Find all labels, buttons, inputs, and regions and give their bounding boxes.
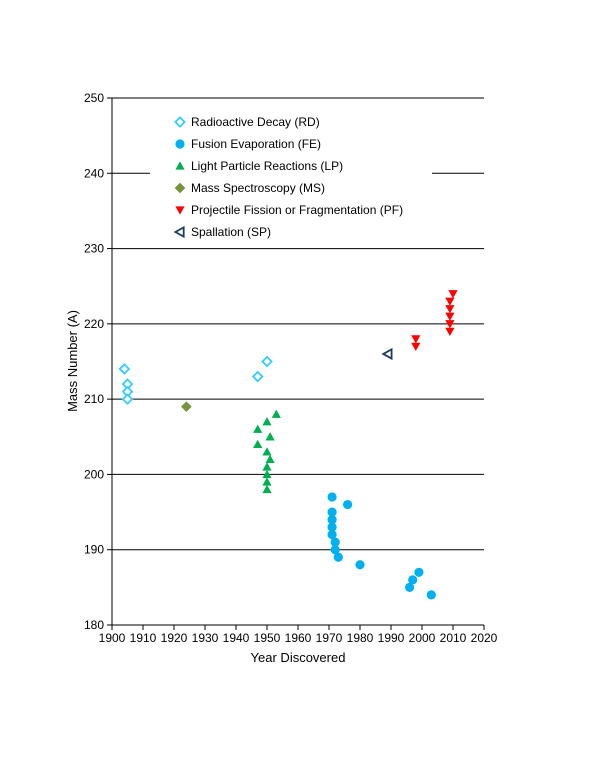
x-tick-label: 1970: [316, 631, 343, 645]
x-tick-label: 1960: [285, 631, 312, 645]
legend-label: Projectile Fission or Fragmentation (PF): [191, 203, 403, 217]
data-point-series-1: [327, 507, 337, 517]
data-point-series-2: [262, 462, 272, 471]
data-point-series-2: [271, 409, 281, 418]
tick-labels: 180 190 200 210 220 230 240 250 1900 1910 1920 1930…: [84, 91, 498, 645]
data-point-series-1: [426, 590, 436, 600]
axes: [107, 97, 485, 630]
x-tick-label: 1990: [378, 631, 405, 645]
data-point-series-0: [261, 355, 273, 368]
data-point-series-1: [330, 537, 340, 547]
data-point-series-1: [408, 575, 418, 585]
x-tick-label: 1950: [254, 631, 281, 645]
data-points: [118, 290, 458, 600]
data-point-series-2: [262, 469, 272, 479]
legend-label: Light Particle Reactions (LP): [191, 159, 343, 173]
data-point-series-1: [327, 530, 337, 540]
legend-label: Fusion Evaporation (FE): [191, 137, 321, 151]
y-tick-label: 200: [84, 467, 104, 481]
y-tick-label: 180: [84, 618, 104, 632]
y-axis-label: Mass Number (A): [65, 310, 80, 412]
data-point-series-1: [327, 515, 337, 525]
data-point-series-2: [262, 447, 272, 456]
data-point-series-1: [333, 552, 343, 562]
data-point-series-1: [327, 492, 337, 502]
x-axis-label: Year Discovered: [251, 650, 346, 665]
data-point-series-2: [265, 432, 275, 441]
data-point-series-4: [448, 290, 458, 299]
x-tick-label: 1920: [161, 631, 188, 645]
data-point-series-4: [445, 320, 455, 329]
legend-label: Radioactive Decay (RD): [191, 115, 320, 129]
y-tick-label: 230: [84, 242, 104, 256]
legend-marker-1: [175, 139, 185, 149]
data-point-series-2: [253, 424, 263, 433]
data-point-series-2: [262, 477, 272, 486]
data-point-series-3: [181, 401, 192, 412]
legend-label: Spallation (SP): [191, 225, 271, 239]
legend-marker-2: [175, 161, 185, 170]
data-point-series-4: [411, 335, 421, 344]
data-point-series-2: [253, 439, 263, 448]
data-point-series-1: [355, 560, 365, 570]
y-tick-label: 240: [84, 166, 104, 180]
data-point-series-2: [265, 454, 275, 464]
data-point-series-4: [445, 305, 455, 314]
x-tick-label: 1940: [223, 631, 250, 645]
x-tick-label: 2010: [440, 631, 467, 645]
data-point-series-1: [414, 567, 424, 577]
x-tick-label: 1910: [130, 631, 157, 645]
data-point-series-5: [381, 347, 393, 361]
legend-label: Mass Spectroscopy (MS): [191, 181, 325, 195]
x-tick-label: 1980: [347, 631, 374, 645]
legend-box: [150, 110, 432, 244]
y-tick-label: 220: [84, 317, 104, 331]
data-point-series-4: [445, 297, 455, 306]
legend: Radioactive Decay (RD) Fusion Evaporation…: [150, 110, 432, 244]
data-point-series-2: [262, 484, 272, 494]
x-tick-label: 1930: [192, 631, 219, 645]
data-point-series-0: [118, 363, 131, 375]
x-tick-label: 1900: [99, 631, 126, 645]
data-point-series-1: [327, 522, 337, 532]
y-tick-label: 190: [84, 543, 104, 557]
legend-marker-5: [173, 225, 185, 239]
data-point-series-0: [121, 393, 134, 406]
data-point-series-0: [251, 370, 264, 383]
legend-marker-4: [175, 206, 185, 215]
data-point-series-2: [262, 417, 272, 426]
data-point-series-1: [330, 545, 340, 555]
data-point-series-4: [411, 342, 421, 352]
data-point-series-4: [445, 312, 455, 321]
data-point-series-1: [343, 499, 353, 510]
x-tick-label: 2020: [471, 631, 498, 645]
data-point-series-4: [445, 327, 455, 336]
legend-marker-0: [174, 116, 186, 128]
data-point-series-1: [405, 582, 415, 592]
legend-marker-3: [174, 182, 186, 194]
x-tick-label: 2000: [409, 631, 436, 645]
y-tick-label: 210: [84, 392, 104, 406]
y-tick-label: 250: [84, 91, 104, 105]
